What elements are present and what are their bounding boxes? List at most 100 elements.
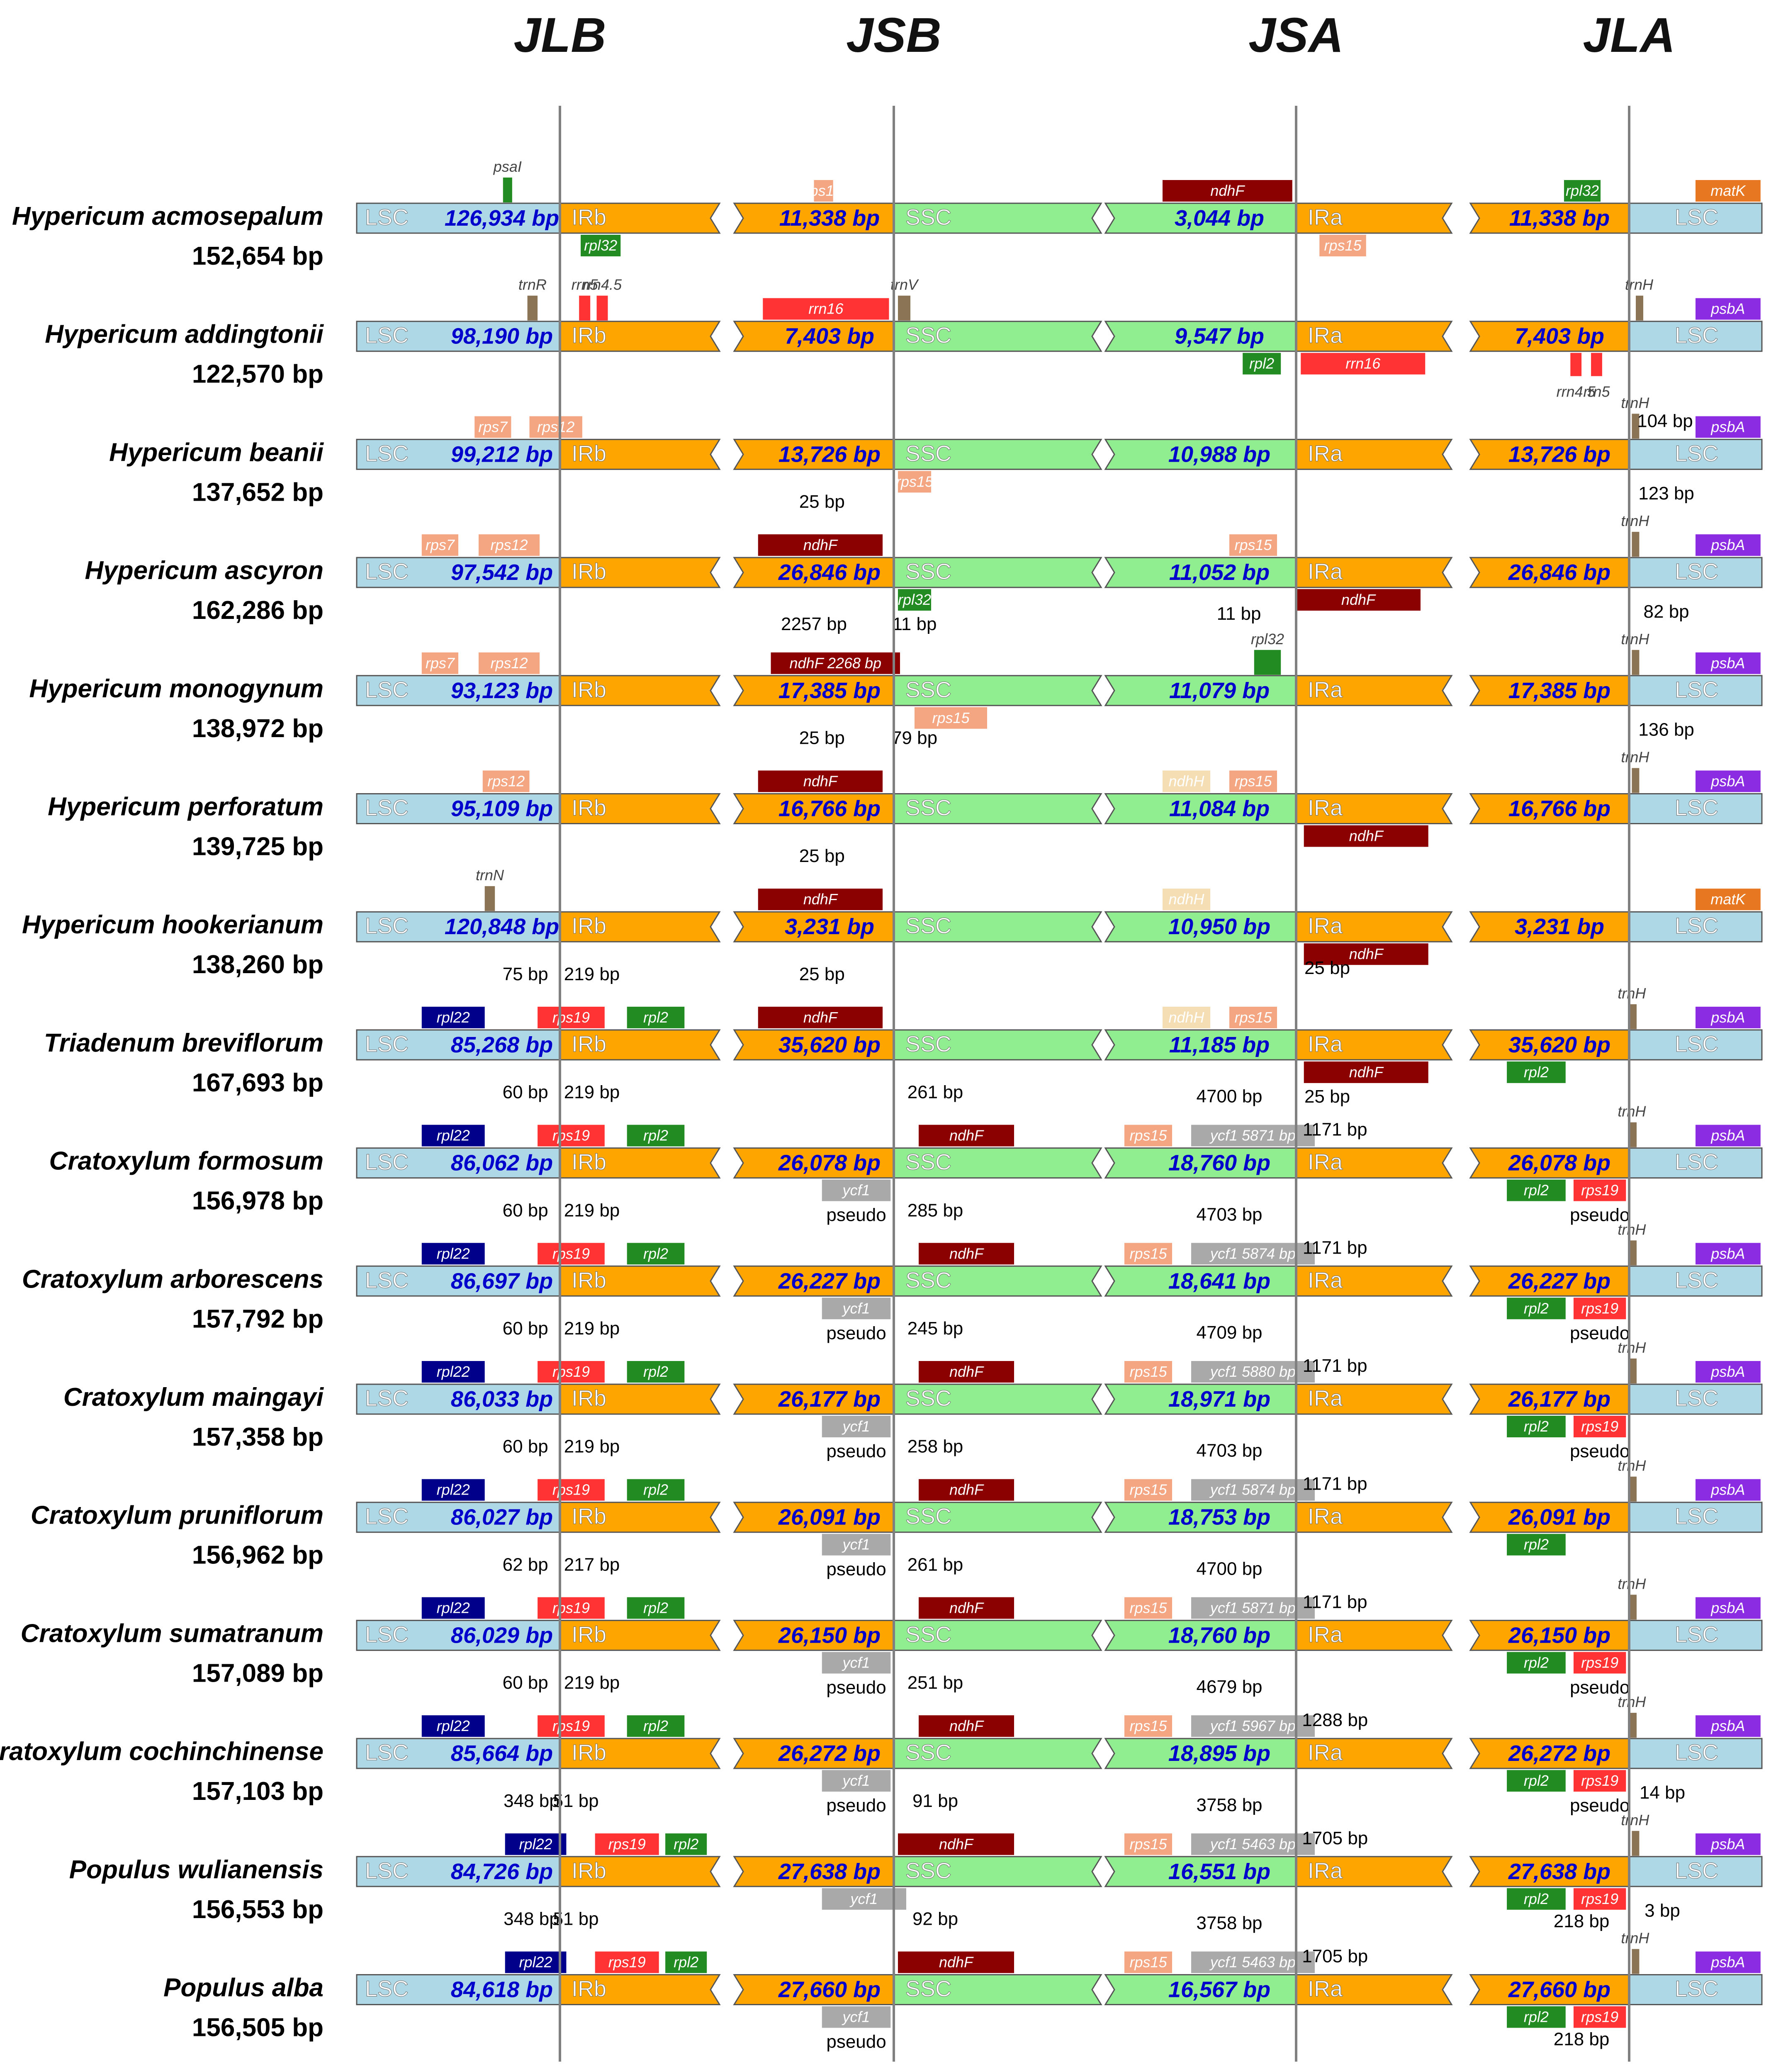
gene-rps15 bbox=[1124, 1833, 1172, 1855]
ira-length: 16,766 bp bbox=[1508, 796, 1610, 821]
ira-length: 27,660 bp bbox=[1508, 1977, 1610, 2002]
gene-rpl22 bbox=[421, 1125, 485, 1147]
region-bar-ssc bbox=[1104, 1029, 1297, 1061]
region-label-ssc: SSC bbox=[905, 1740, 951, 1765]
gene-rps19 bbox=[1573, 1888, 1626, 1910]
gene-ndhF bbox=[1296, 589, 1421, 611]
gene-label: psaI bbox=[493, 158, 522, 175]
gene-rps12 bbox=[529, 416, 582, 438]
ssc-length: 16,567 bp bbox=[1168, 1977, 1270, 2002]
genome-size: 156,962 bp bbox=[192, 1541, 324, 1570]
gene-ndhF bbox=[1304, 1061, 1428, 1083]
ssc-length: 18,760 bp bbox=[1168, 1623, 1270, 1648]
region-label-lsc: LSC bbox=[1675, 1032, 1718, 1057]
lsc-length: 99,212 bp bbox=[451, 442, 553, 467]
gene-label: rps12 bbox=[490, 536, 528, 553]
gene-trn bbox=[1629, 1359, 1637, 1383]
gene-rrn bbox=[1591, 353, 1602, 376]
gene-rps7 bbox=[421, 652, 458, 674]
bp-annotation: 219 bp bbox=[564, 964, 620, 984]
species-row: Hypericum ascyron 162,286 bp LSC IRb SSC IRa L… bbox=[85, 483, 1763, 625]
region-label-ssc: SSC bbox=[905, 1622, 951, 1647]
gene-label: psbA bbox=[1710, 655, 1745, 672]
bp-annotation: 25 bp bbox=[1304, 1086, 1350, 1107]
region-bar-ssc bbox=[1104, 1974, 1297, 2005]
species-row: Hypericum addingtonii 122,570 bp LSC IRb SSC… bbox=[45, 276, 1763, 400]
gene-label: rpl2 bbox=[1249, 355, 1274, 372]
gene-rps19 bbox=[1573, 1298, 1626, 1320]
gene-label: rps19 bbox=[1581, 1890, 1618, 1907]
gene-rps15 bbox=[1229, 1006, 1277, 1028]
genome-size: 137,652 bp bbox=[192, 478, 324, 506]
region-label-irb: IRb bbox=[572, 441, 606, 466]
gene-rrn bbox=[1570, 353, 1582, 376]
gene-label: ycf1 5880 bp bbox=[1209, 1363, 1296, 1380]
bp-annotation: 4709 bp bbox=[1196, 1322, 1262, 1343]
gene-label: rps12 bbox=[537, 418, 574, 435]
gene-label: rpl2 bbox=[1524, 1182, 1549, 1199]
region-label-irb: IRb bbox=[572, 1150, 606, 1175]
gene-rps19 bbox=[1573, 1416, 1626, 1437]
gene-label: rpl22 bbox=[437, 1245, 470, 1262]
gene-label: rpl2 bbox=[1524, 1772, 1549, 1789]
species-name: Hypericum acmosepalum bbox=[12, 202, 324, 231]
bp-annotation: 251 bp bbox=[907, 1673, 963, 1693]
gene-trn bbox=[1632, 414, 1640, 439]
ira-length: 11,338 bp bbox=[1509, 206, 1610, 231]
species-rows: Hypericum acmosepalum 152,654 bp LSC IRb SSC… bbox=[0, 158, 1763, 2052]
gene-rpl2 bbox=[1507, 1298, 1566, 1320]
gene-label: ndhF 2268 bp bbox=[790, 655, 882, 672]
bp-annotation: 4703 bp bbox=[1196, 1204, 1262, 1225]
gene-label: rpl22 bbox=[519, 1836, 552, 1853]
gene-label: psbA bbox=[1710, 300, 1745, 317]
bp-annotation: 14 bp bbox=[1640, 1782, 1685, 1803]
region-label-lsc: LSC bbox=[365, 1858, 409, 1883]
gene-rpl22 bbox=[421, 1361, 485, 1383]
gene-ndhF bbox=[919, 1597, 1014, 1619]
gene-label: psbA bbox=[1710, 1009, 1745, 1026]
ira-length: 26,078 bp bbox=[1508, 1151, 1610, 1176]
gene-label: ndhF bbox=[939, 1954, 974, 1971]
region-label-lsc: LSC bbox=[365, 677, 409, 702]
gene-label: trnH bbox=[1618, 1575, 1646, 1592]
region-bar-ssc bbox=[1104, 1383, 1297, 1415]
bp-annotation: 258 bp bbox=[907, 1437, 963, 1457]
region-label-lsc: LSC bbox=[365, 1386, 409, 1411]
gene-label: rpl2 bbox=[1524, 1064, 1549, 1081]
region-label-lsc: LSC bbox=[1675, 1268, 1718, 1293]
ssc-length: 11,052 bp bbox=[1169, 560, 1270, 585]
bp-annotation: 245 bp bbox=[907, 1318, 963, 1339]
gene-label: ycf1 bbox=[842, 1182, 870, 1199]
region-label-irb: IRb bbox=[572, 796, 606, 821]
bp-annotation: 217 bp bbox=[564, 1554, 620, 1575]
species-row: Cratoxylum arborescens 157,792 bp LSC IRb SS… bbox=[22, 1200, 1763, 1343]
region-label-ira: IRa bbox=[1308, 441, 1343, 466]
gene-note: pseudo bbox=[826, 1323, 886, 1343]
bp-annotation: 11 bp bbox=[1217, 604, 1261, 624]
lsc-length: 86,062 bp bbox=[451, 1151, 553, 1176]
ira-length: 26,091 bp bbox=[1508, 1505, 1610, 1530]
gene-rps19 bbox=[1573, 1770, 1626, 1792]
region-label-lsc: LSC bbox=[365, 1150, 409, 1175]
species-row: Hypericum hookerianum 138,260 bp LSC IRb SSC… bbox=[22, 846, 1763, 979]
gene-ycf1 bbox=[822, 1770, 891, 1792]
gene-rpl2 bbox=[627, 1597, 685, 1619]
gene-label: rps12 bbox=[490, 655, 528, 672]
bp-annotation: 1171 bp bbox=[1303, 1120, 1367, 1140]
species-row: Hypericum perforatum 139,725 bp LSC IRb SSC I… bbox=[48, 720, 1763, 861]
region-label-lsc: LSC bbox=[1675, 796, 1718, 821]
gene-label: rps15 bbox=[1129, 1599, 1167, 1616]
species-name: Cratoxylum pruniflorum bbox=[31, 1501, 324, 1530]
genome-size: 122,570 bp bbox=[192, 360, 324, 389]
region-label-irb: IRb bbox=[572, 1858, 606, 1883]
bp-annotation: 219 bp bbox=[564, 1082, 620, 1103]
gene-rpl32 bbox=[898, 589, 931, 611]
species-row: Hypericum monogynum 138,972 bp LSC IRb SSC IR… bbox=[29, 601, 1763, 743]
lsc-length: 86,033 bp bbox=[451, 1387, 553, 1412]
gene-label: rps19 bbox=[1581, 1418, 1618, 1435]
gene-ycf1 bbox=[822, 1652, 891, 1674]
gene-label: rps15 bbox=[932, 709, 970, 726]
gene-ycf1 bbox=[822, 1179, 891, 1201]
gene-ndhH bbox=[1163, 889, 1210, 911]
region-label-ira: IRa bbox=[1308, 677, 1343, 702]
